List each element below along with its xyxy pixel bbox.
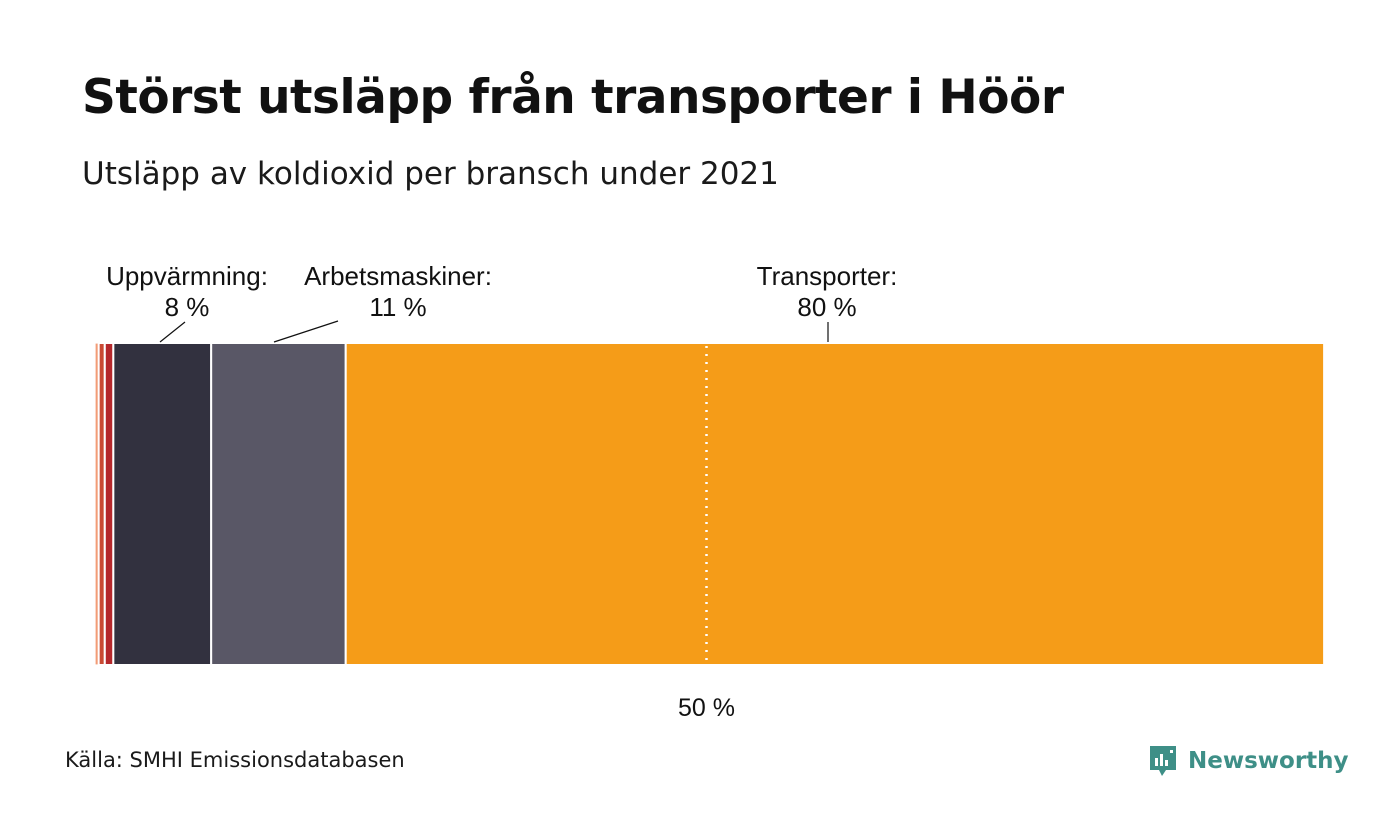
chart-title: Störst utsläpp från transporter i Höör bbox=[82, 70, 1064, 125]
bar-segment-övrigt-2 bbox=[103, 342, 115, 666]
stacked-bar-chart: Uppvärmning:8 % Arbetsmaskiner:11 % Transp… bbox=[94, 261, 1326, 722]
leader-line-arbetsmaskiner bbox=[273, 320, 339, 343]
chart-subtitle: Utsläpp av koldioxid per bransch under 2… bbox=[82, 156, 779, 192]
segment-labels: Uppvärmning:8 % Arbetsmaskiner:11 % Transp… bbox=[106, 261, 898, 343]
segment-value-arbetsmaskiner: 11 % bbox=[369, 292, 426, 322]
segment-label-uppvärmning: Uppvärmning: bbox=[106, 261, 268, 291]
bar-segment-uppvärmning-3 bbox=[112, 342, 213, 666]
source-note: Källa: SMHI Emissionsdatabasen bbox=[65, 748, 405, 772]
reference-line-group: 50 % bbox=[678, 346, 735, 722]
bar-segment-transporter-5 bbox=[344, 342, 1326, 666]
segment-label-arbetsmaskiner: Arbetsmaskiner: bbox=[304, 261, 492, 291]
leader-line-uppvärmning bbox=[159, 321, 186, 343]
reference-line-label: 50 % bbox=[678, 694, 735, 722]
brand-logo: Newsworthy bbox=[1148, 744, 1349, 778]
bar-segments bbox=[94, 342, 1326, 666]
segment-value-transporter: 80 % bbox=[797, 292, 856, 322]
newsworthy-logo-icon bbox=[1150, 746, 1176, 776]
segment-value-uppvärmning: 8 % bbox=[165, 292, 210, 322]
brand-name: Newsworthy bbox=[1188, 748, 1349, 774]
bar-segment-arbetsmaskiner-4 bbox=[210, 342, 347, 666]
segment-label-transporter: Transporter: bbox=[757, 261, 898, 291]
